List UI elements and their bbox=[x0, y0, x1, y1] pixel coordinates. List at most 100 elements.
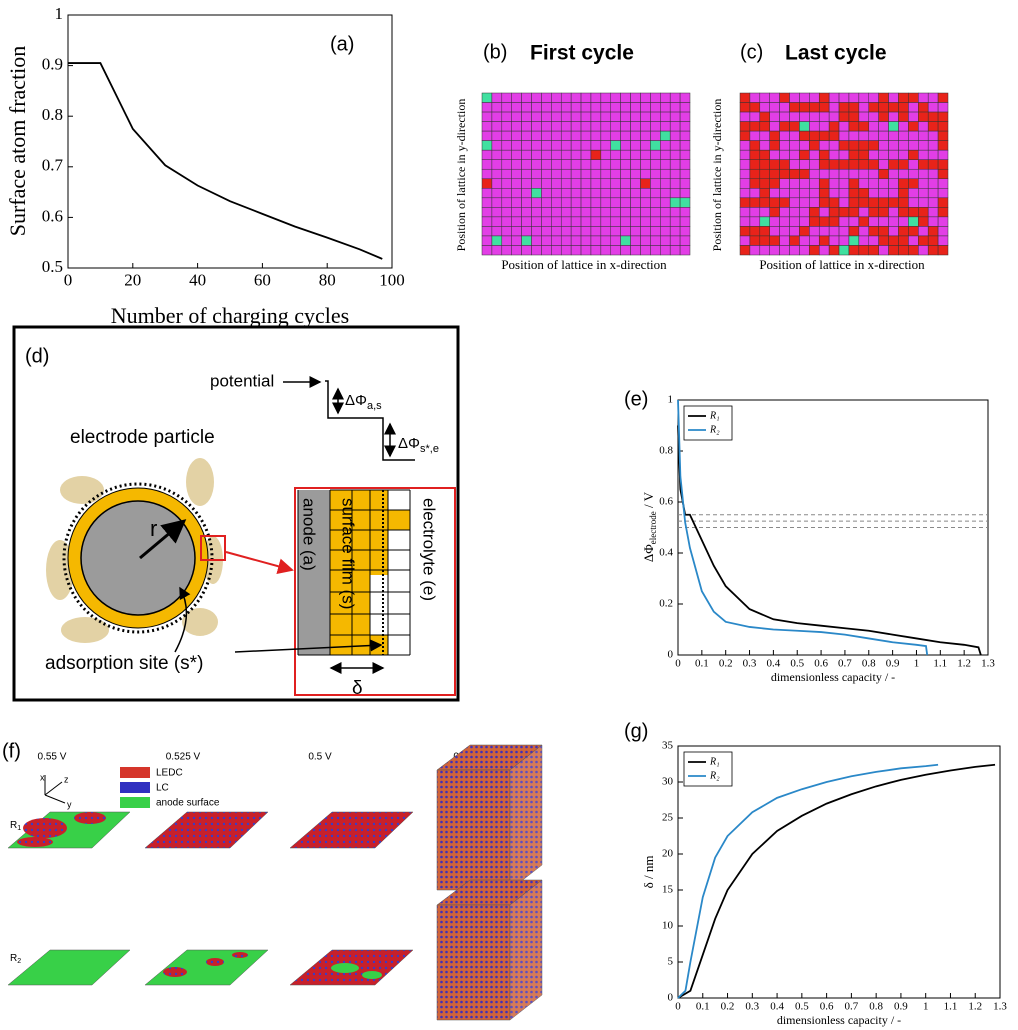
lattice-cell bbox=[769, 207, 780, 218]
lattice-cell bbox=[481, 178, 493, 189]
lattice-cell bbox=[937, 168, 949, 180]
lattice-cell bbox=[551, 178, 562, 189]
lattice-cell bbox=[660, 216, 671, 227]
lattice-cell bbox=[739, 140, 751, 151]
lattice-cell bbox=[600, 207, 612, 218]
lattice-cell bbox=[669, 226, 681, 237]
lattice-cell bbox=[620, 140, 631, 151]
lattice-cell bbox=[541, 226, 552, 237]
lattice-cell bbox=[858, 188, 870, 199]
y-tick-label: 0.9 bbox=[42, 55, 63, 74]
y-tick-label: 5 bbox=[668, 956, 674, 968]
data-line bbox=[677, 425, 982, 656]
lattice-cell bbox=[580, 159, 592, 170]
lattice-cell bbox=[669, 235, 681, 246]
lattice-cell bbox=[660, 121, 671, 132]
lattice-cell bbox=[739, 121, 751, 132]
lattice-cell bbox=[640, 207, 651, 218]
plot-frame bbox=[677, 745, 1001, 999]
lattice-cell bbox=[848, 207, 860, 218]
lattice-cell bbox=[749, 216, 761, 227]
lattice-cell bbox=[521, 178, 532, 189]
plot: 0 0.1 0.2 0.3 0.4 0.5 0.6 0.7 0.8 0.9 1 1.1 1.2 1.3 0 0… bbox=[659, 394, 995, 670]
lattice-cell bbox=[630, 178, 641, 189]
lattice-cell bbox=[937, 216, 949, 227]
lattice-cell bbox=[541, 111, 552, 122]
lattice-cell bbox=[908, 140, 919, 151]
lattice-cell bbox=[580, 226, 592, 237]
lattice-cell bbox=[511, 216, 522, 227]
lattice-cell bbox=[898, 197, 909, 208]
lattice-cell bbox=[669, 207, 681, 218]
lattice-cell bbox=[809, 121, 820, 132]
lattice-cell bbox=[551, 216, 562, 227]
lattice-cell bbox=[799, 159, 810, 170]
lattice-cell bbox=[908, 111, 919, 122]
lattice-cell bbox=[679, 245, 691, 256]
lattice-cell bbox=[501, 140, 512, 151]
lattice-cell bbox=[560, 168, 572, 180]
lattice-cell bbox=[898, 207, 909, 218]
lattice-cell bbox=[660, 168, 671, 180]
lattice-cell bbox=[739, 216, 751, 227]
lattice-cell bbox=[531, 226, 542, 237]
lattice-cell bbox=[521, 140, 532, 151]
lattice-cell bbox=[551, 92, 562, 103]
lattice-cell bbox=[610, 168, 621, 180]
lattice-cell bbox=[669, 149, 681, 160]
lattice-cell bbox=[799, 92, 810, 103]
lattice-cell bbox=[551, 197, 562, 208]
lattice-cell bbox=[888, 121, 899, 132]
x-tick-label: 1.2 bbox=[968, 1000, 982, 1012]
x-tick-label: 0 bbox=[675, 1000, 681, 1012]
lattice-cell bbox=[531, 159, 542, 170]
lattice-cell bbox=[809, 188, 820, 199]
lattice-cell bbox=[660, 235, 671, 246]
lattice-cell bbox=[570, 188, 582, 199]
lattice-cell bbox=[759, 226, 770, 237]
arrow bbox=[139, 519, 187, 560]
lattice-cell bbox=[809, 149, 820, 160]
y-axis-label: ΔΦ bbox=[641, 544, 656, 562]
frame bbox=[12, 325, 460, 702]
lattice-cell bbox=[769, 102, 780, 113]
lattice-cell bbox=[590, 121, 602, 132]
lattice-cell bbox=[660, 226, 671, 237]
lattice-cell bbox=[521, 207, 532, 218]
lattice-cell bbox=[640, 235, 651, 246]
x-axis-label: Position of lattice in x-direction bbox=[759, 257, 925, 272]
lattice-cell bbox=[818, 216, 830, 227]
lattice-cell bbox=[759, 235, 770, 246]
legend-label: R₁ bbox=[709, 410, 720, 421]
lattice-cell bbox=[570, 149, 582, 160]
lattice-cell bbox=[908, 159, 919, 170]
lattice-cell bbox=[759, 130, 770, 141]
x-tick-label: 100 bbox=[379, 271, 405, 290]
lattice-cell bbox=[640, 102, 651, 113]
lattice-cell bbox=[739, 111, 751, 122]
lattice-cell bbox=[669, 121, 681, 132]
lattice-cell bbox=[789, 111, 800, 122]
lattice-cell bbox=[531, 207, 542, 218]
lattice-cell bbox=[580, 102, 592, 113]
lattice-cell bbox=[491, 102, 503, 113]
lattice-cell bbox=[620, 216, 631, 227]
plot: 0 20 40 60 80 100 0.5 0.6 0.7 0.8 0.9 1 bbox=[42, 4, 405, 290]
lattice-cell bbox=[918, 102, 929, 113]
lattice-cell bbox=[610, 102, 621, 113]
lattice-cell bbox=[551, 245, 562, 256]
lattice-cell bbox=[669, 130, 681, 141]
y-tick-label: 35 bbox=[662, 740, 674, 752]
slab bbox=[289, 811, 414, 849]
x-axis-label: dimensionless capacity / - bbox=[771, 670, 895, 684]
lattice-cell bbox=[630, 245, 641, 256]
lattice-cell bbox=[838, 140, 850, 151]
lattice-cell bbox=[590, 188, 602, 199]
lattice-cell bbox=[669, 188, 681, 199]
lattice-cell bbox=[927, 168, 939, 180]
lattice-cell bbox=[570, 207, 582, 218]
lattice-cell bbox=[818, 121, 830, 132]
lattice-cell bbox=[779, 121, 790, 132]
lattice-cell bbox=[570, 130, 582, 141]
